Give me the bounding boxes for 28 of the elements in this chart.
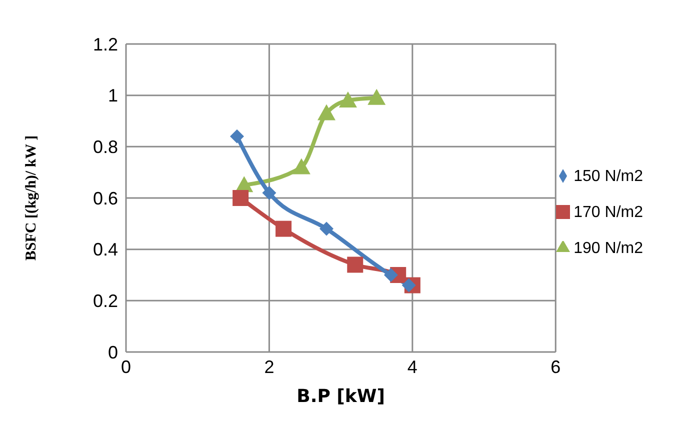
y-tick-label: 1.2 (92, 34, 118, 54)
point (276, 220, 292, 237)
y-tick-label: 0.6 (92, 188, 118, 208)
point (319, 222, 334, 236)
point (262, 186, 276, 200)
x-tick-label: 2 (264, 356, 274, 377)
legend-label: 170 N/m2 (574, 204, 643, 220)
x-axis-title: B.P [kW] (296, 386, 385, 407)
x-tick-label: 4 (407, 356, 418, 377)
y-tick-label: 0.4 (92, 240, 118, 260)
y-tick-label: 1 (108, 86, 118, 106)
point (368, 88, 386, 105)
x-tick-label: 0 (120, 356, 132, 377)
legend-label: 190 N/m2 (574, 240, 643, 256)
x-tick-label: 6 (550, 356, 561, 377)
y-tick-label: 0.8 (92, 137, 118, 158)
point (347, 256, 364, 273)
point (292, 158, 310, 174)
legend-label: 150 N/m2 (574, 168, 643, 184)
y-tick-label: 0 (108, 342, 118, 362)
y-axis-title: BSFC [(kg/h)/ kW ] (23, 135, 40, 261)
point (230, 129, 244, 144)
y-tick-label: 0.2 (92, 291, 118, 312)
point (384, 268, 398, 282)
point (338, 91, 357, 108)
point (232, 190, 249, 206)
point (402, 278, 416, 292)
point (317, 104, 336, 120)
